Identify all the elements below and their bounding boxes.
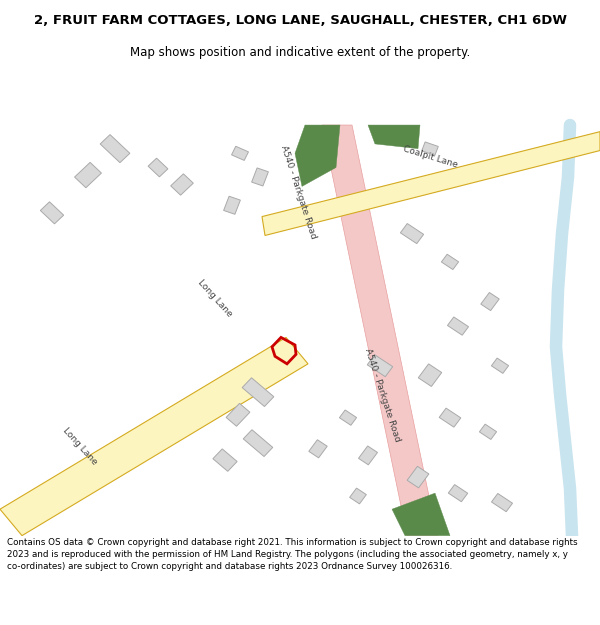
Bar — [232, 146, 248, 161]
Bar — [170, 174, 193, 195]
Bar — [340, 410, 356, 425]
Polygon shape — [368, 125, 420, 149]
Bar — [213, 449, 237, 471]
Text: Contains OS data © Crown copyright and database right 2021. This information is : Contains OS data © Crown copyright and d… — [7, 538, 578, 571]
Bar — [251, 168, 268, 186]
Bar — [491, 494, 512, 512]
Polygon shape — [262, 132, 600, 236]
Bar — [74, 162, 101, 188]
Polygon shape — [322, 125, 445, 573]
Bar — [479, 424, 497, 439]
Bar — [242, 378, 274, 406]
Text: Coalpit Lane: Coalpit Lane — [401, 144, 458, 169]
Bar — [442, 254, 458, 269]
Bar — [448, 484, 468, 502]
Bar — [148, 158, 168, 177]
Bar — [226, 403, 250, 426]
Bar — [367, 355, 393, 377]
Polygon shape — [0, 338, 308, 536]
Polygon shape — [392, 493, 450, 536]
Bar — [481, 292, 499, 311]
Bar — [448, 317, 469, 335]
Bar — [439, 408, 461, 427]
Bar — [422, 142, 438, 156]
Text: A540 - Parkgate Road: A540 - Parkgate Road — [278, 144, 317, 240]
Bar — [407, 466, 429, 488]
Bar — [100, 134, 130, 162]
Bar — [491, 358, 509, 373]
Text: Long Lane: Long Lane — [196, 278, 234, 319]
Text: Long Lane: Long Lane — [61, 426, 99, 467]
Bar — [350, 488, 367, 504]
Text: A540 - Parkgate Road: A540 - Parkgate Road — [362, 348, 401, 443]
Text: 2, FRUIT FARM COTTAGES, LONG LANE, SAUGHALL, CHESTER, CH1 6DW: 2, FRUIT FARM COTTAGES, LONG LANE, SAUGH… — [34, 14, 566, 27]
Bar — [309, 440, 327, 458]
Bar — [40, 202, 64, 224]
Polygon shape — [295, 125, 340, 186]
Bar — [400, 224, 424, 244]
Text: Map shows position and indicative extent of the property.: Map shows position and indicative extent… — [130, 46, 470, 59]
Bar — [358, 446, 377, 465]
Bar — [243, 430, 273, 456]
Bar — [418, 364, 442, 386]
Bar — [224, 196, 241, 214]
